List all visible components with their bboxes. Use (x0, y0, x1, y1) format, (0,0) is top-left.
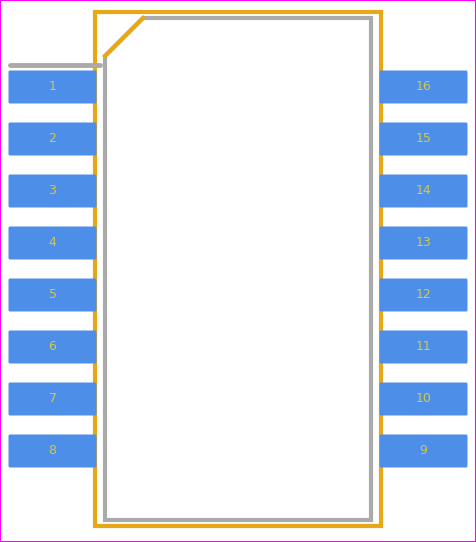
Text: 12: 12 (416, 288, 431, 301)
FancyBboxPatch shape (379, 70, 467, 104)
Text: 9: 9 (419, 444, 427, 457)
FancyBboxPatch shape (9, 435, 97, 468)
Text: 16: 16 (416, 81, 431, 94)
Text: 1: 1 (49, 81, 57, 94)
FancyBboxPatch shape (9, 122, 97, 156)
Text: 14: 14 (416, 184, 431, 197)
Text: 6: 6 (49, 340, 57, 353)
FancyBboxPatch shape (9, 331, 97, 364)
Text: 5: 5 (49, 288, 57, 301)
Text: 3: 3 (49, 184, 57, 197)
FancyBboxPatch shape (9, 227, 97, 260)
FancyBboxPatch shape (379, 279, 467, 312)
FancyBboxPatch shape (379, 227, 467, 260)
FancyBboxPatch shape (9, 175, 97, 208)
FancyBboxPatch shape (9, 383, 97, 416)
Text: 11: 11 (416, 340, 431, 353)
Text: 7: 7 (49, 392, 57, 405)
Polygon shape (105, 18, 371, 520)
Text: 15: 15 (416, 132, 431, 145)
FancyBboxPatch shape (9, 279, 97, 312)
FancyBboxPatch shape (9, 70, 97, 104)
Text: 2: 2 (49, 132, 57, 145)
Text: 4: 4 (49, 236, 57, 249)
Bar (95, 12, 381, 526)
Text: 13: 13 (416, 236, 431, 249)
FancyBboxPatch shape (379, 331, 467, 364)
Text: 10: 10 (416, 392, 431, 405)
FancyBboxPatch shape (379, 175, 467, 208)
Text: 8: 8 (49, 444, 57, 457)
FancyBboxPatch shape (379, 435, 467, 468)
FancyBboxPatch shape (379, 383, 467, 416)
FancyBboxPatch shape (379, 122, 467, 156)
